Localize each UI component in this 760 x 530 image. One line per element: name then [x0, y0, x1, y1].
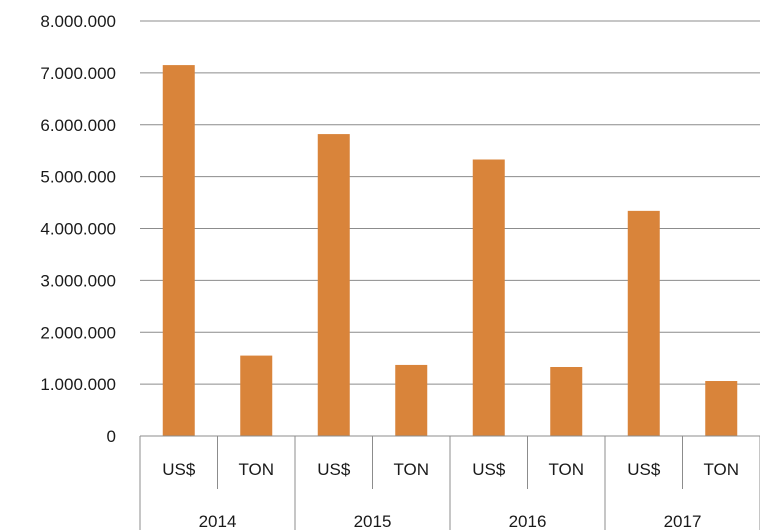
bar	[705, 381, 738, 436]
x-group-label: 2017	[664, 512, 702, 530]
bars	[162, 65, 738, 436]
bar	[550, 367, 583, 436]
x-group-label: 2016	[509, 512, 547, 530]
y-tick-label: 6.000.000	[40, 116, 116, 135]
y-tick-label: 4.000.000	[40, 220, 116, 239]
bar	[395, 364, 428, 436]
bar	[240, 355, 273, 436]
y-tick-label: 0	[107, 427, 116, 446]
bar	[317, 134, 350, 436]
x-tick-label: TON	[548, 460, 584, 479]
x-tick-label: US$	[472, 460, 506, 479]
y-tick-label: 5.000.000	[40, 168, 116, 187]
x-axis: US$ TON US$ TON US$ TON US$ TON 2014 2015 2016 2017	[139, 435, 760, 530]
y-tick-label: 3.000.000	[40, 271, 116, 290]
x-tick-label: TON	[703, 460, 739, 479]
y-tick-label: 8.000.000	[40, 12, 116, 31]
y-axis-tick-labels: 0 1.000.000 2.000.000 3.000.000 4.000.000 5.0…	[40, 12, 116, 446]
x-tick-label: US$	[162, 460, 196, 479]
x-tick-label: TON	[393, 460, 429, 479]
x-group-label: 2014	[199, 512, 237, 530]
x-tick-label: US$	[317, 460, 351, 479]
y-tick-label: 7.000.000	[40, 64, 116, 83]
x-tick-label: US$	[627, 460, 661, 479]
bar	[162, 65, 195, 436]
y-tick-label: 1.000.000	[40, 375, 116, 394]
x-tick-label: TON	[238, 460, 274, 479]
y-tick-label: 2.000.000	[40, 323, 116, 342]
bar	[472, 159, 505, 436]
gridlines	[140, 20, 760, 385]
bar	[627, 210, 660, 436]
x-group-label: 2015	[354, 512, 392, 530]
